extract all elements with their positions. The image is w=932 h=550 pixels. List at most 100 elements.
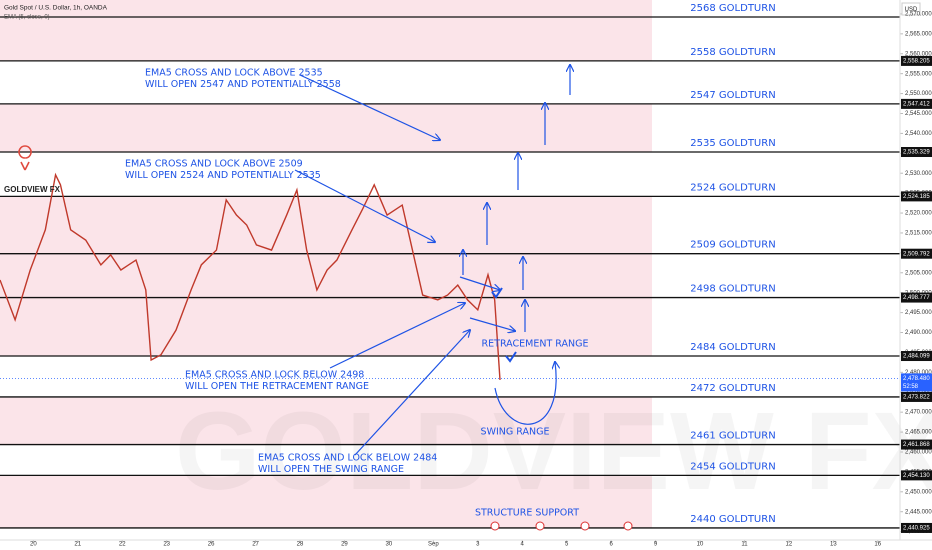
annotation: WILL OPEN 2547 AND POTENTIALLY 2558 xyxy=(145,79,341,90)
y-tick-label: 2,560.000 xyxy=(905,51,932,57)
level-label: 2524 GOLDTURN xyxy=(690,182,775,193)
y-tick-label: 2,465.000 xyxy=(905,430,932,436)
x-tick-label: 20 xyxy=(30,542,37,548)
event-icon xyxy=(580,521,590,531)
zone-label: STRUCTURE SUPPORT xyxy=(475,508,579,519)
x-tick-label: 10 xyxy=(697,542,704,548)
level-layer: 2568 GOLDTURN 2558 GOLDTURN 2547 GOLDTURN 2… xyxy=(0,3,900,529)
y-tick-label: 2,540.000 xyxy=(905,131,932,137)
x-tick-label: 28 xyxy=(297,542,304,548)
arrows xyxy=(294,65,570,456)
logo-text: GOLDVIEW FX xyxy=(4,185,61,194)
x-tick-label: 5 xyxy=(565,542,569,548)
x-tick-label: 13 xyxy=(830,542,837,548)
price-box xyxy=(901,191,932,202)
level-label: 2568 GOLDTURN xyxy=(690,3,775,14)
y-tick-label: 2,570.000 xyxy=(905,12,932,18)
zone-label: RETRACEMENT RANGE xyxy=(482,339,589,350)
level-label: 2440 GOLDTURN xyxy=(690,514,775,525)
y-tick-label: 2,470.000 xyxy=(905,410,932,416)
chart-title: Gold Spot / U.S. Dollar, 1h, OANDA xyxy=(4,5,108,12)
event-icon xyxy=(535,521,545,531)
curve-arrow xyxy=(494,362,556,425)
x-tick-label: 12 xyxy=(786,542,793,548)
y-tick-label: 2,495.000 xyxy=(905,310,932,316)
price-box xyxy=(901,147,932,158)
watermark: GOLDVIEW FX xyxy=(175,390,932,513)
y-tick-label: 2,450.000 xyxy=(905,489,932,495)
price-label: 2,498.777 xyxy=(903,295,930,301)
price-label: 2,454.130 xyxy=(903,473,930,479)
x-tick-label: 3 xyxy=(476,542,480,548)
price-label: 2,461.868 xyxy=(903,442,930,448)
price-box xyxy=(901,391,932,402)
price-label: 2,484.099 xyxy=(903,354,930,360)
price-box xyxy=(901,439,932,450)
price-label: 2,440.925 xyxy=(903,526,930,532)
level-label: 2498 GOLDTURN xyxy=(690,284,775,295)
y-tick-label: 2,445.000 xyxy=(905,509,932,515)
arrow xyxy=(469,317,515,331)
zone xyxy=(0,196,652,357)
event-icon xyxy=(490,521,500,531)
price-label: 2,558.205 xyxy=(903,58,930,64)
x-tick-label: 30 xyxy=(386,542,393,548)
arrow xyxy=(329,303,465,369)
level-label: 2558 GOLDTURN xyxy=(690,47,775,58)
event-icon xyxy=(623,521,633,531)
logo: GOLDVIEW FX xyxy=(4,145,61,194)
price-label: 2,535.329 xyxy=(903,150,930,156)
series-layer xyxy=(0,172,501,380)
level-label: 2509 GOLDTURN xyxy=(690,240,775,251)
y-tick-label: 2,565.000 xyxy=(905,31,932,37)
annotation: WILL OPEN 2524 AND POTENTIALLY 2535 xyxy=(125,170,321,181)
event-icons xyxy=(490,521,633,531)
price-label: 2,547.412 xyxy=(903,101,930,107)
x-tick-label: 6 xyxy=(609,542,613,548)
y-tick-label: 2,550.000 xyxy=(905,91,932,97)
y-tick-label: 2,520.000 xyxy=(905,211,932,217)
level-label: 2454 GOLDTURN xyxy=(690,461,775,472)
x-tick-label: 27 xyxy=(252,542,259,548)
price-box xyxy=(901,98,932,109)
zone-label: SWING RANGE xyxy=(481,427,550,438)
current-price-box xyxy=(901,373,932,392)
level-label: 2461 GOLDTURN xyxy=(690,431,775,442)
x-tick-label: Sep xyxy=(428,542,439,548)
annotation: EMA5 CROSS AND LOCK BELOW 2498 xyxy=(185,370,364,381)
price-line xyxy=(0,172,501,380)
x-tick-label: 21 xyxy=(74,542,81,548)
zone xyxy=(0,475,652,528)
zone xyxy=(0,103,652,153)
price-box xyxy=(901,55,932,66)
x-tick-label: 11 xyxy=(741,542,748,548)
zone xyxy=(0,0,652,61)
y-tick-label: 2,480.000 xyxy=(905,370,932,376)
level-label: 2547 GOLDTURN xyxy=(690,90,775,101)
arrow xyxy=(299,74,440,140)
y-tick-label: 2,505.000 xyxy=(905,270,932,276)
x-tick-label: 4 xyxy=(521,542,525,548)
y-tick-label: 2,530.000 xyxy=(905,171,932,177)
y-tick-label: 2,515.000 xyxy=(905,231,932,237)
x-tick-label: 16 xyxy=(874,542,881,548)
check xyxy=(505,351,517,363)
arrow xyxy=(459,276,500,290)
x-tick-label: 23 xyxy=(163,542,170,548)
y-tick-label: 2,490.000 xyxy=(905,330,932,336)
indicator-label: EMA (5, close, 0) xyxy=(4,15,50,21)
arrow xyxy=(294,169,435,242)
price-box xyxy=(901,470,932,481)
level-label: 2535 GOLDTURN xyxy=(690,138,775,149)
price-label: 2,473.822 xyxy=(903,395,930,401)
x-tick-label: 29 xyxy=(341,542,348,548)
price-box xyxy=(901,292,932,303)
level-label: 2484 GOLDTURN xyxy=(690,342,775,353)
x-tick-label: 22 xyxy=(119,542,126,548)
check xyxy=(491,287,503,299)
countdown: 52:58 xyxy=(903,384,919,390)
currency: USD xyxy=(905,7,918,13)
logo-icon xyxy=(18,145,32,171)
price-label: 2,524.185 xyxy=(903,194,930,200)
price-box xyxy=(901,351,932,362)
